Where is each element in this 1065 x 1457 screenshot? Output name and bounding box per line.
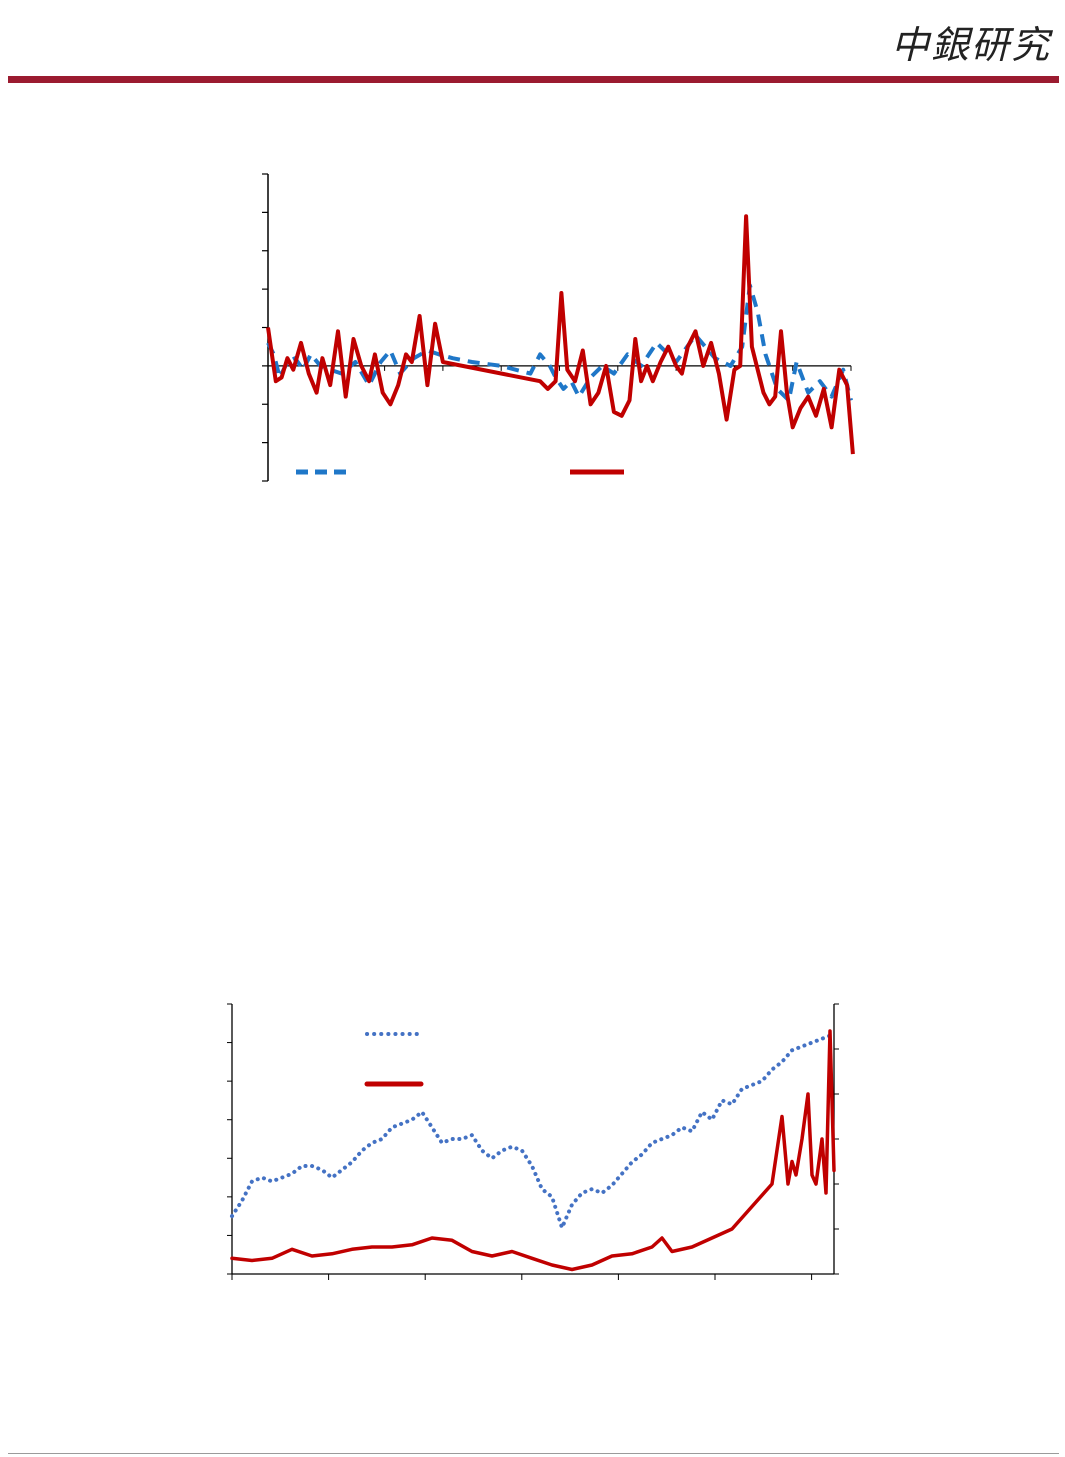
chart-2-series bbox=[230, 1029, 836, 1272]
footer-rule bbox=[8, 1453, 1059, 1454]
series-line-1 bbox=[230, 1032, 834, 1230]
chart-2-axes bbox=[227, 1003, 839, 1280]
brand-logo: 中銀研究 bbox=[890, 23, 1051, 67]
header-rule bbox=[8, 76, 1059, 83]
series-line-2 bbox=[230, 1029, 836, 1272]
chart-1-series bbox=[266, 214, 855, 455]
chart-2-legend bbox=[364, 1032, 424, 1087]
series-line-2 bbox=[266, 214, 855, 455]
